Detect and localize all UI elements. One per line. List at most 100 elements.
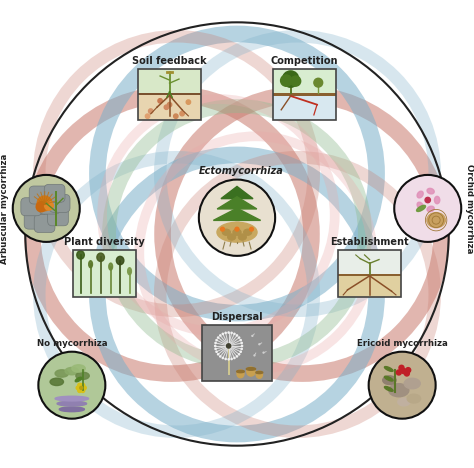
Circle shape (227, 344, 231, 348)
Ellipse shape (116, 256, 124, 265)
FancyBboxPatch shape (24, 211, 45, 229)
Circle shape (81, 389, 85, 393)
Circle shape (199, 180, 275, 256)
Ellipse shape (65, 367, 79, 375)
Circle shape (173, 114, 178, 118)
Text: Competition: Competition (271, 56, 338, 66)
Ellipse shape (404, 378, 420, 389)
Polygon shape (221, 186, 253, 198)
Ellipse shape (427, 206, 434, 212)
Circle shape (218, 354, 219, 355)
Ellipse shape (417, 191, 423, 198)
Circle shape (215, 348, 216, 350)
FancyBboxPatch shape (49, 194, 70, 212)
Circle shape (238, 337, 240, 338)
Circle shape (81, 383, 85, 387)
Ellipse shape (384, 376, 393, 381)
Circle shape (235, 227, 239, 231)
Circle shape (394, 175, 461, 242)
Circle shape (218, 337, 219, 338)
Circle shape (240, 339, 241, 341)
Circle shape (222, 333, 223, 335)
Circle shape (220, 227, 224, 231)
Circle shape (254, 355, 255, 356)
Polygon shape (235, 214, 239, 219)
Circle shape (234, 333, 235, 335)
Circle shape (82, 386, 86, 390)
Circle shape (241, 345, 243, 346)
Circle shape (146, 114, 150, 118)
Circle shape (228, 332, 229, 333)
Circle shape (228, 358, 229, 360)
Circle shape (283, 71, 299, 87)
FancyBboxPatch shape (39, 196, 60, 214)
Circle shape (180, 111, 184, 116)
Circle shape (281, 75, 292, 86)
Polygon shape (217, 197, 257, 209)
Text: Orchid mycorrhiza: Orchid mycorrhiza (465, 164, 474, 253)
Circle shape (231, 332, 232, 334)
Ellipse shape (233, 229, 241, 235)
Ellipse shape (384, 366, 393, 372)
FancyBboxPatch shape (273, 94, 336, 96)
Circle shape (78, 389, 82, 393)
Circle shape (186, 100, 191, 104)
Ellipse shape (75, 377, 82, 382)
Circle shape (406, 367, 410, 373)
Circle shape (241, 348, 242, 350)
Circle shape (259, 344, 260, 345)
FancyBboxPatch shape (202, 325, 272, 380)
Ellipse shape (427, 188, 434, 194)
Circle shape (219, 356, 221, 357)
Ellipse shape (50, 378, 64, 386)
Ellipse shape (89, 261, 92, 268)
Ellipse shape (246, 367, 255, 370)
Circle shape (225, 332, 226, 334)
FancyBboxPatch shape (138, 95, 201, 120)
Circle shape (13, 175, 80, 242)
Circle shape (215, 345, 216, 346)
Ellipse shape (228, 234, 236, 240)
Ellipse shape (238, 234, 246, 240)
Polygon shape (213, 208, 261, 220)
Circle shape (37, 196, 52, 211)
FancyBboxPatch shape (138, 93, 201, 95)
Ellipse shape (77, 251, 84, 259)
FancyBboxPatch shape (338, 276, 401, 297)
FancyBboxPatch shape (138, 69, 201, 93)
FancyBboxPatch shape (47, 208, 68, 226)
Circle shape (314, 78, 323, 87)
Ellipse shape (427, 212, 446, 227)
FancyBboxPatch shape (273, 95, 336, 120)
FancyBboxPatch shape (44, 184, 65, 202)
Circle shape (219, 335, 221, 336)
Circle shape (238, 354, 240, 355)
Circle shape (404, 371, 410, 376)
Ellipse shape (72, 365, 85, 372)
Circle shape (263, 352, 264, 353)
Text: Ectomycorrhiza: Ectomycorrhiza (199, 166, 284, 176)
Circle shape (369, 351, 436, 419)
FancyBboxPatch shape (29, 186, 50, 204)
Circle shape (80, 387, 83, 389)
Circle shape (240, 351, 241, 352)
Circle shape (158, 99, 162, 103)
Ellipse shape (55, 396, 89, 401)
Ellipse shape (247, 367, 255, 376)
Circle shape (76, 386, 80, 390)
Circle shape (241, 342, 242, 344)
Ellipse shape (383, 376, 396, 385)
FancyBboxPatch shape (21, 198, 42, 216)
Ellipse shape (109, 263, 113, 270)
Circle shape (396, 370, 401, 375)
Text: Establishment: Establishment (330, 237, 409, 248)
Circle shape (45, 201, 53, 210)
Text: No mycorrhiza: No mycorrhiza (36, 339, 107, 348)
Ellipse shape (76, 372, 89, 380)
Text: Soil feedback: Soil feedback (132, 56, 207, 66)
Text: Dispersal: Dispersal (211, 312, 263, 322)
Text: Arbuscular mycorrhiza: Arbuscular mycorrhiza (0, 154, 9, 263)
Text: Ericoid mycorrhiza: Ericoid mycorrhiza (357, 339, 447, 348)
Ellipse shape (217, 222, 257, 242)
Ellipse shape (59, 407, 84, 412)
